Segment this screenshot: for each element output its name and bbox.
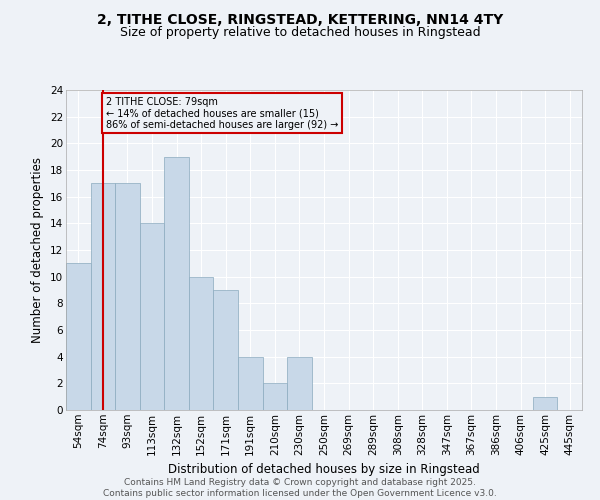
Bar <box>140 224 164 410</box>
Bar <box>238 356 263 410</box>
Text: Contains HM Land Registry data © Crown copyright and database right 2025.
Contai: Contains HM Land Registry data © Crown c… <box>103 478 497 498</box>
Bar <box>164 156 189 410</box>
Text: 2, TITHE CLOSE, RINGSTEAD, KETTERING, NN14 4TY: 2, TITHE CLOSE, RINGSTEAD, KETTERING, NN… <box>97 12 503 26</box>
Bar <box>214 290 238 410</box>
Bar <box>189 276 214 410</box>
Bar <box>115 184 140 410</box>
X-axis label: Distribution of detached houses by size in Ringstead: Distribution of detached houses by size … <box>168 463 480 476</box>
Text: Size of property relative to detached houses in Ringstead: Size of property relative to detached ho… <box>119 26 481 39</box>
Bar <box>533 396 557 410</box>
Bar <box>91 184 115 410</box>
Bar <box>66 264 91 410</box>
Bar <box>263 384 287 410</box>
Text: 2 TITHE CLOSE: 79sqm
← 14% of detached houses are smaller (15)
86% of semi-detac: 2 TITHE CLOSE: 79sqm ← 14% of detached h… <box>106 96 338 130</box>
Bar <box>287 356 312 410</box>
Y-axis label: Number of detached properties: Number of detached properties <box>31 157 44 343</box>
